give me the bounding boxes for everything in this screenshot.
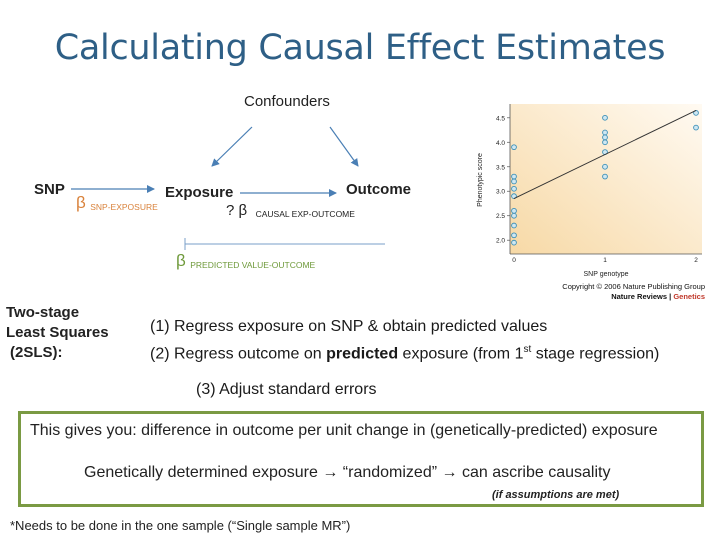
beta-causal-prefix: ? β — [226, 202, 248, 219]
data-point — [511, 173, 517, 180]
regression-line — [513, 109, 697, 200]
data-point — [511, 144, 517, 151]
y-tick-label: 4.5 — [496, 115, 505, 122]
data-point — [602, 134, 608, 141]
data-point — [511, 212, 517, 219]
y-tick-label: 3.0 — [496, 189, 505, 196]
step-2: (2) Regress outcome on predicted exposur… — [150, 344, 659, 363]
method-label-line3: (2SLS): — [10, 344, 63, 361]
outcome-label: Outcome — [346, 181, 411, 198]
y-tick-label: 2.0 — [496, 238, 505, 245]
x-tick-label: 2 — [694, 257, 698, 264]
data-point — [602, 139, 608, 146]
data-point — [511, 222, 517, 229]
step-2-bold: predicted — [326, 345, 399, 363]
data-point — [602, 114, 608, 121]
callout-box — [18, 411, 704, 507]
data-point — [511, 207, 517, 214]
confounders-label: Confounders — [244, 93, 330, 110]
beta-causal-subscript: CAUSAL EXP-OUTCOME — [256, 209, 356, 219]
data-point — [602, 129, 608, 136]
data-point — [511, 239, 517, 246]
y-tick-label: 4.0 — [496, 140, 505, 147]
method-label: Two-stage Least Squares (2SLS): — [6, 303, 109, 363]
y-tick-label: 3.5 — [496, 164, 505, 171]
method-label-line1: Two-stage — [6, 304, 80, 321]
credit-genetics: Genetics — [673, 292, 705, 301]
footnote: *Needs to be done in the one sample (“Si… — [10, 518, 351, 533]
beta-snp-exposure: β SNP-EXPOSURE — [76, 193, 158, 212]
confounder-to-exposure-arrow — [211, 126, 253, 167]
data-point — [511, 185, 517, 192]
exposure-label: Exposure — [165, 184, 233, 201]
beta-predicted: β PREDICTED VALUE-OUTCOME — [176, 251, 316, 270]
beta-causal: ? β CAUSAL EXP-OUTCOME — [226, 202, 355, 219]
credit-line1: Copyright © 2006 Nature Publishing Group — [562, 282, 705, 291]
method-label-line2: Least Squares — [6, 324, 109, 341]
credit-line2-text: Nature Reviews | — [611, 292, 674, 301]
slide-title: Calculating Causal Effect Estimates — [54, 28, 666, 68]
causal-diagram: Confounders SNP Exposure Outcome β SNP-E… — [34, 93, 411, 270]
y-tick-label: 2.5 — [496, 213, 505, 220]
data-point — [511, 232, 517, 239]
beta-predicted-subscript: PREDICTED VALUE-OUTCOME — [190, 260, 315, 270]
x-axis-label: SNP genotype — [583, 271, 628, 278]
confounder-to-outcome-arrow — [329, 126, 359, 167]
snp-scatter-plot: 2.0 2.5 3.0 3.5 4.0 4.5 0 1 2 SNP genotype Pheno… — [477, 104, 702, 278]
step-2-post: stage regression) — [531, 345, 660, 363]
beta-snp-exposure-subscript: SNP-EXPOSURE — [90, 202, 158, 212]
callout-line-3: (if assumptions are met) — [492, 489, 620, 501]
snp-label: SNP — [34, 181, 65, 198]
callout-line-2: Genetically determined exposure → “rando… — [84, 464, 611, 481]
data-point — [693, 124, 699, 131]
x-tick-label: 1 — [603, 257, 607, 264]
step-2-pre: (2) Regress outcome on — [150, 345, 327, 363]
step-1: (1) Regress exposure on SNP & obtain pre… — [150, 318, 548, 335]
beta-predicted-symbol: β — [176, 251, 186, 270]
callout-line-1: This gives you: difference in outcome pe… — [30, 422, 658, 439]
x-tick-label: 0 — [512, 257, 516, 264]
y-axis-label: Phenotypic score — [477, 153, 484, 207]
data-point — [511, 178, 517, 185]
step-3: (3) Adjust standard errors — [196, 381, 377, 398]
step-2-sup: st — [523, 344, 532, 355]
step-2-mid: exposure (from 1 — [398, 345, 524, 363]
beta-snp-exposure-symbol: β — [76, 193, 86, 212]
data-point — [602, 173, 608, 180]
data-point — [602, 163, 608, 170]
credit-line2: Nature Reviews | Genetics — [505, 292, 705, 302]
image-credit: Copyright © 2006 Nature Publishing Group… — [505, 282, 705, 302]
